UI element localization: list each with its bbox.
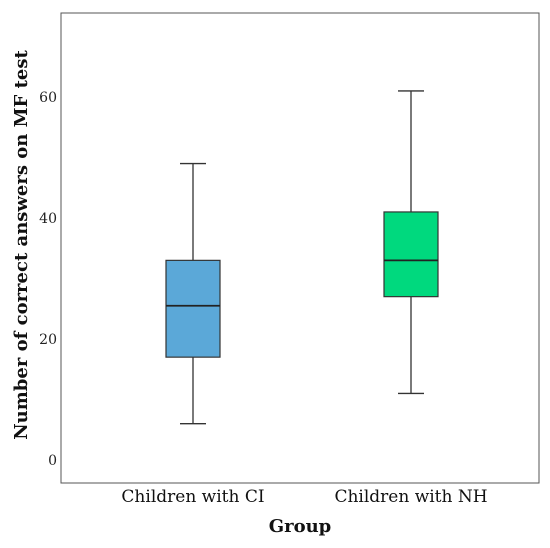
x-category-label-1: Children with CI: [121, 487, 264, 507]
y-axis-ticks: 0 20 40 60: [39, 90, 57, 469]
plot-frame: [60, 12, 540, 484]
box-2: [383, 90, 439, 395]
y-tick-label-60: 60: [39, 90, 57, 106]
x-axis-labels: Children with CI Children with NH: [121, 487, 487, 507]
y-tick-label-0: 0: [48, 453, 57, 469]
y-tick-label-20: 20: [39, 332, 57, 348]
boxes-layer: [165, 90, 439, 425]
y-tick-label-40: 40: [39, 211, 57, 227]
y-axis-title: Number of correct answers on MF test: [11, 50, 32, 440]
interquartile-box: [383, 211, 439, 298]
interquartile-box: [165, 259, 221, 358]
x-axis-title: Group: [269, 516, 332, 537]
box-1: [165, 162, 221, 425]
x-category-label-2: Children with NH: [334, 487, 487, 507]
